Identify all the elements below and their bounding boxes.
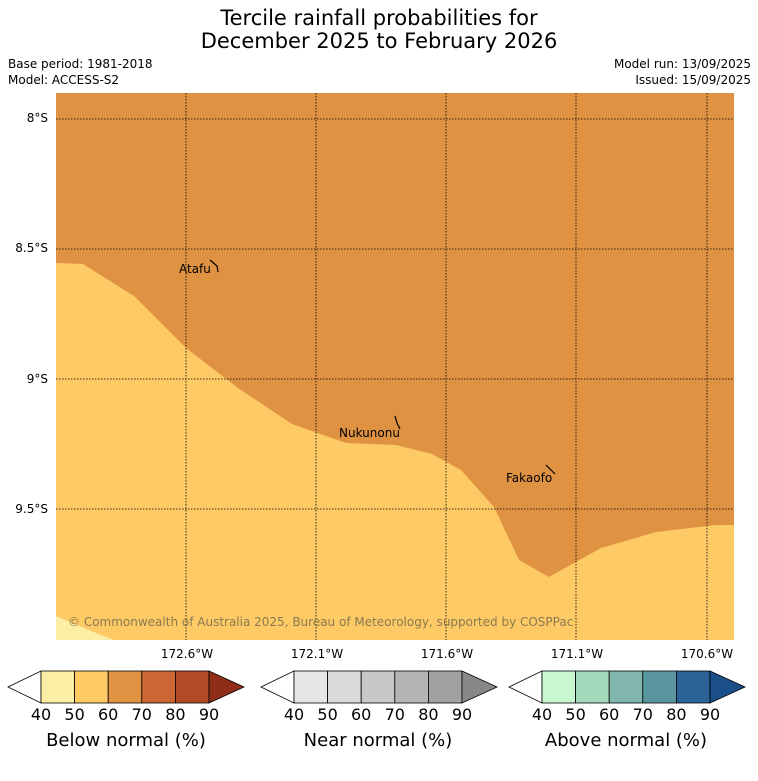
colorbar-tick-label: 40	[531, 705, 553, 724]
colorbar-tick-label: 70	[632, 705, 653, 724]
colorbar-segment	[141, 670, 176, 704]
title-line-1: Tercile rainfall probabilities for	[220, 6, 538, 30]
colorbar-above-label: Above normal (%)	[544, 730, 708, 751]
fakaofo-outline	[545, 464, 556, 475]
colorbar-under-triangle	[508, 670, 543, 704]
colorbar-segment	[360, 670, 396, 704]
issued-date: Issued: 15/09/2025	[635, 73, 751, 87]
colorbar-segment	[541, 670, 576, 704]
atoll-outlines	[209, 259, 556, 475]
colorbar-tick-label: 50	[317, 705, 338, 724]
colorbar-near-normal	[260, 670, 498, 704]
colorbar-segment	[74, 670, 109, 704]
lat-label-8-5s: 8.5°S	[15, 241, 48, 255]
colorbar-under-triangle	[7, 670, 42, 704]
lon-label-172-1w: 172.1°W	[290, 647, 344, 661]
colorbar-tick-label: 70	[131, 705, 152, 724]
place-fakaofo: Fakaofo	[506, 471, 552, 485]
colorbar-segment	[174, 670, 210, 704]
colorbar-tick-label: 60	[599, 705, 620, 724]
colorbar-under-triangle	[260, 670, 295, 704]
colorbar-tick-label: 90	[699, 705, 721, 724]
colorbar-tick-label: 80	[666, 705, 687, 724]
colorbar-tick-label: 60	[351, 705, 372, 724]
colorbar-over-triangle	[461, 670, 498, 704]
model-name: Model: ACCESS-S2	[8, 73, 120, 87]
title-line-2: December 2025 to February 2026	[200, 29, 558, 53]
colorbar-segment	[107, 670, 143, 704]
nukunonu-outline	[394, 415, 401, 430]
colorbar-tick-label: 40	[283, 705, 305, 724]
colorbar-tick-label: 70	[384, 705, 405, 724]
colorbar-segment	[575, 670, 610, 704]
colorbar-segment	[642, 670, 677, 704]
lon-label-170-6w: 170.6°W	[680, 647, 734, 661]
colorbar-tick-label: 80	[418, 705, 439, 724]
colorbar-tick-label: 60	[98, 705, 119, 724]
lat-label-9-5s: 9.5°S	[15, 502, 48, 516]
colorbar-over-triangle	[709, 670, 746, 704]
colorbar-tick-label: 80	[165, 705, 186, 724]
colorbar-segment	[427, 670, 463, 704]
colorbar-below-label: Below normal (%)	[46, 730, 206, 751]
colorbar-segment	[675, 670, 711, 704]
atafu-outline	[209, 259, 219, 273]
colorbar-segment	[394, 670, 429, 704]
colorbar-segment	[293, 670, 328, 704]
colorbar-tick-label: 50	[64, 705, 85, 724]
below-normal-40-50-region	[56, 616, 114, 640]
colorbar-tick-label: 40	[30, 705, 52, 724]
base-period: Base period: 1981-2018	[8, 57, 153, 71]
copyright-notice: © Commonwealth of Australia 2025, Bureau…	[68, 615, 573, 629]
lon-label-172-6w: 172.6°W	[160, 647, 214, 661]
graticule	[56, 93, 734, 640]
colorbar-tick-label: 90	[198, 705, 220, 724]
below-normal-50-60-region	[56, 263, 734, 640]
model-run: Model run: 13/09/2025	[613, 57, 751, 71]
colorbar-tick-label: 90	[451, 705, 473, 724]
lon-label-171-6w: 171.6°W	[420, 647, 474, 661]
probability-map: Atafu Nukunonu Fakaofo © Commonwealth of…	[56, 93, 734, 640]
lat-label-8s: 8°S	[26, 111, 48, 125]
colorbar-segment	[327, 670, 362, 704]
colorbar-tick-label: 50	[565, 705, 586, 724]
colorbar-above-normal	[508, 670, 746, 704]
place-atafu: Atafu	[179, 262, 211, 276]
colorbar-near-label: Near normal (%)	[303, 730, 453, 751]
colorbar-segment	[608, 670, 644, 704]
lon-label-171-1w: 171.1°W	[550, 647, 604, 661]
colorbar-below-normal	[7, 670, 245, 704]
colorbar-over-triangle	[208, 670, 245, 704]
lat-label-9s: 9°S	[26, 372, 48, 386]
place-nukunonu: Nukunonu	[339, 426, 400, 440]
colorbar-segment	[40, 670, 75, 704]
